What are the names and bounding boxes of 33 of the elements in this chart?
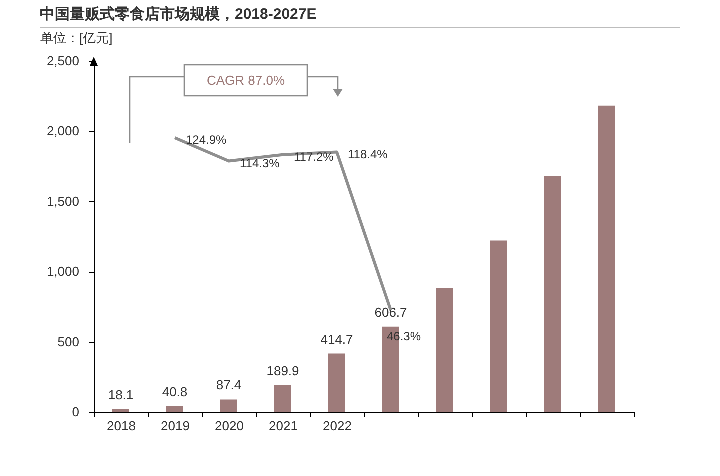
data-label: 117.2% xyxy=(294,150,334,164)
y-tick-label: 500 xyxy=(58,334,80,350)
x-tick-label: 2020 xyxy=(215,418,244,434)
data-label: 606.7 xyxy=(374,304,408,320)
data-label: 414.7 xyxy=(320,332,354,347)
y-tick-label: 2,000 xyxy=(46,124,80,139)
x-tick-label: 2018 xyxy=(107,418,136,434)
data-label: 124.9% xyxy=(186,133,228,147)
bar xyxy=(490,240,508,412)
y-tick-label: 0 xyxy=(72,404,80,420)
bar xyxy=(544,176,562,412)
x-tick-label: 2019 xyxy=(161,418,190,434)
bar xyxy=(274,385,292,412)
data-label: 18.1 xyxy=(108,387,134,402)
data-label: 87.4 xyxy=(216,378,242,393)
bar xyxy=(436,288,454,412)
data-label: 118.4% xyxy=(348,147,388,162)
bar xyxy=(166,406,184,412)
y-tick-label: 1,000 xyxy=(46,264,80,280)
bar xyxy=(220,400,238,412)
x-tick-label: 2021 xyxy=(269,418,298,434)
chart-title: 中国量贩式零食店市场规模，2018-2027E xyxy=(40,6,317,24)
annotation: CAGR 87.0% xyxy=(206,73,286,88)
data-label: 189.9 xyxy=(266,363,300,378)
data-label: 40.8 xyxy=(162,384,188,400)
y-tick-label: 1,500 xyxy=(46,194,80,209)
y-axis-title: 单位：[亿元] xyxy=(40,30,113,46)
data-label: 114.3% xyxy=(240,156,280,170)
y-tick-label: 2,500 xyxy=(46,54,80,68)
bar xyxy=(328,354,346,412)
bar xyxy=(598,106,616,412)
x-tick-label: 2022 xyxy=(323,418,352,434)
bar xyxy=(112,409,130,412)
